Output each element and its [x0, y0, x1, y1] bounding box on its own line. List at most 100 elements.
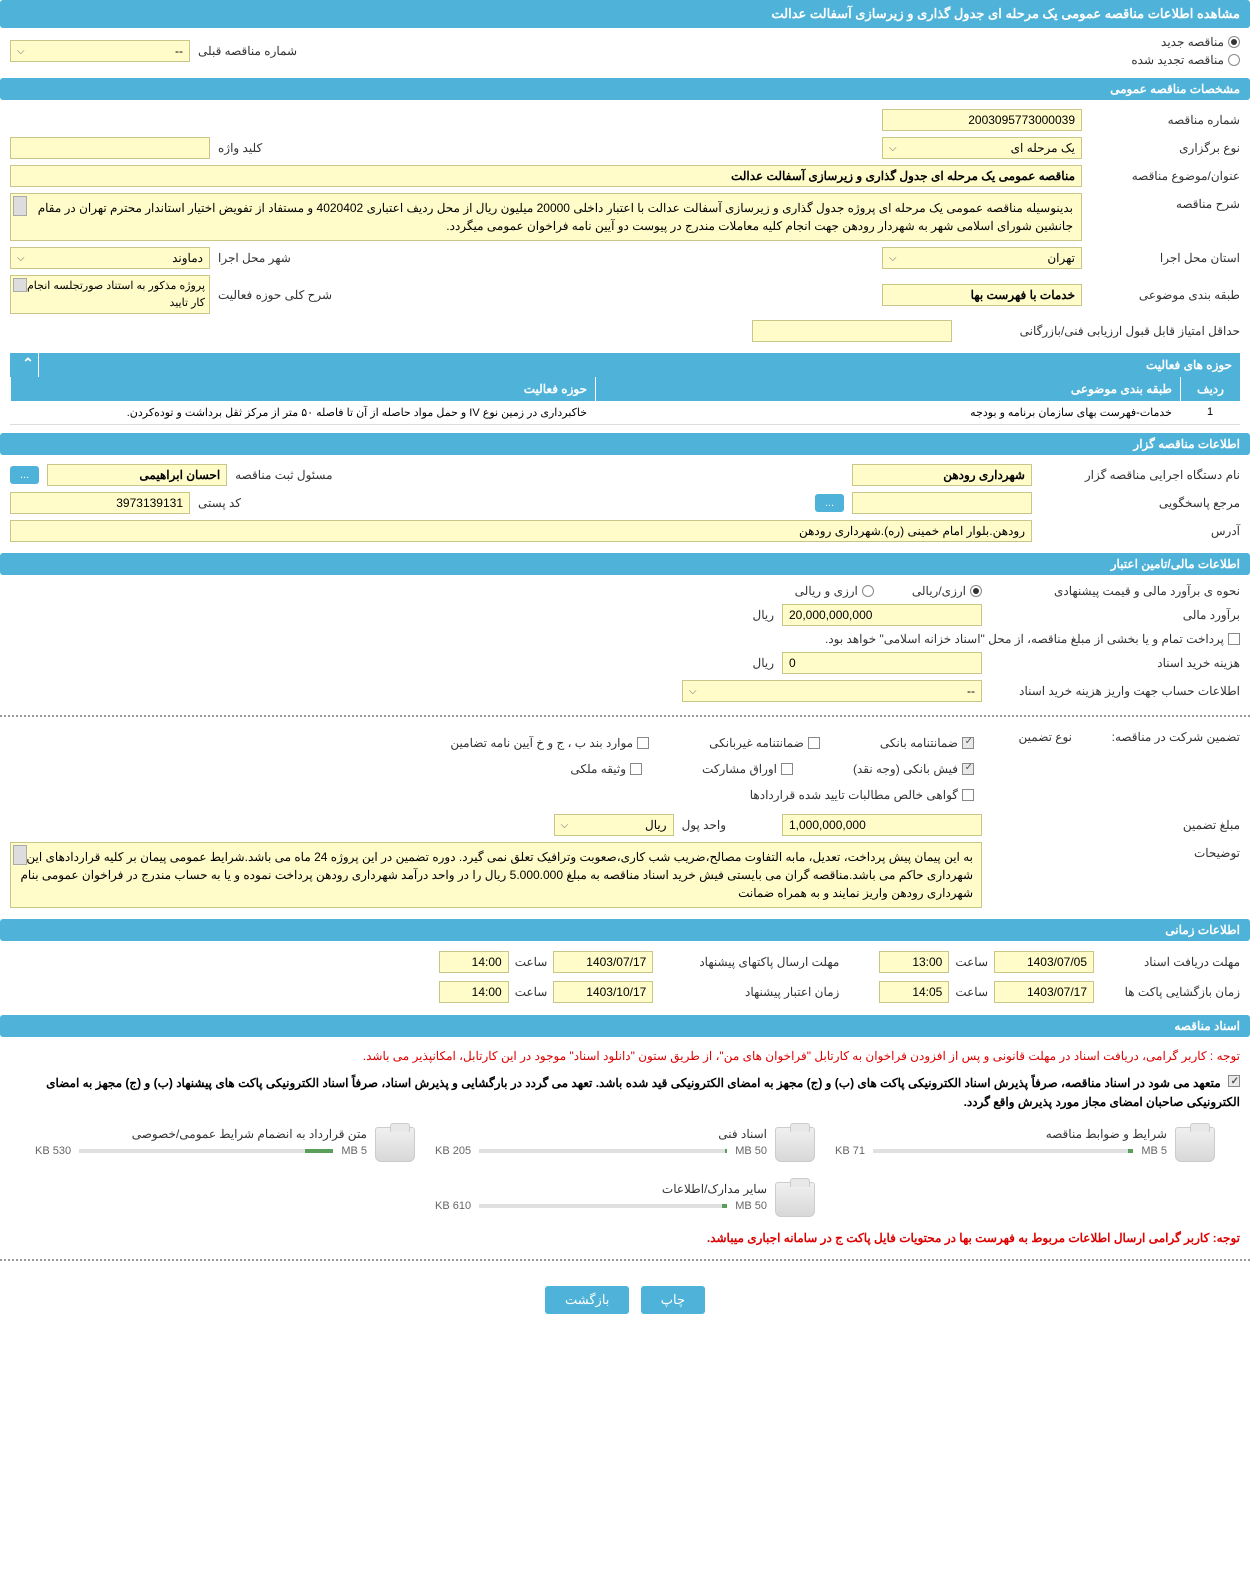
holding-type-select[interactable]: یک مرحله ای ⌵ — [882, 137, 1082, 159]
activity-desc-label: شرح کلی حوزه فعالیت — [218, 288, 332, 302]
packet-send-time: 14:00 — [439, 951, 509, 973]
exec-field: شهرداری رودهن — [852, 464, 1032, 486]
activity-table-header: حوزه های فعالیت ⌃ — [10, 353, 1240, 377]
doc-deadline-label: مهلت دریافت اسناد — [1100, 955, 1240, 969]
scroll-handle[interactable] — [13, 845, 27, 865]
guarantee-intro: تضمین شرکت در مناقصه: — [1080, 730, 1240, 744]
radio-currency[interactable]: ارزی و ریالی — [795, 584, 874, 598]
g-nonbank[interactable]: ضمانتنامه غیربانکی — [709, 736, 820, 750]
g-property[interactable]: وثیقه ملکی — [570, 762, 642, 776]
treasury-checkbox[interactable]: پرداخت تمام و یا بخشی از مبلغ مناقصه، از… — [825, 632, 1240, 646]
opening-label: زمان بازگشایی پاکت ها — [1100, 985, 1240, 999]
prev-tender-label: شماره مناقصه قبلی — [198, 44, 297, 58]
province-select[interactable]: تهران ⌵ — [882, 247, 1082, 269]
doc-footer-note: توجه: کاربر گرامی ارسال اطلاعات مربوط به… — [0, 1227, 1250, 1249]
doc-deadline-time: 13:00 — [879, 951, 949, 973]
doc-item[interactable]: متن قرارداد به انضمام شرایط عمومی/خصوصی … — [35, 1127, 415, 1162]
scroll-handle[interactable] — [13, 196, 27, 216]
postal-label: کد پستی — [198, 496, 241, 510]
doc-fee-label: هزینه خرید اسناد — [990, 656, 1240, 670]
min-score-label: حداقل امتیاز قابل قبول ارزیابی فنی/بازرگ… — [960, 324, 1240, 338]
scroll-handle[interactable] — [13, 278, 27, 292]
activity-desc-field[interactable]: پروژه مذکور به استناد صورتجلسه انجام کار… — [10, 275, 210, 314]
back-button[interactable]: بازگشت — [545, 1286, 629, 1314]
checkbox-icon — [962, 789, 974, 801]
opening-date: 1403/07/17 — [994, 981, 1094, 1003]
validity-label: زمان اعتبار پیشنهاد — [659, 985, 839, 999]
keyword-label: کلید واژه — [218, 141, 262, 155]
size-bar-fill — [722, 1204, 727, 1208]
print-button[interactable]: چاپ — [641, 1286, 705, 1314]
address-label: آدرس — [1040, 524, 1240, 538]
separator — [0, 1259, 1250, 1261]
description-field[interactable]: بدینوسیله مناقصه عمومی یک مرحله ای پروژه… — [10, 193, 1082, 241]
checkbox-icon — [808, 737, 820, 749]
doc-fee-field: 0 — [782, 652, 982, 674]
g-cash[interactable]: فیش بانکی (وجه نقد) — [853, 762, 974, 776]
checkbox-icon — [630, 763, 642, 775]
folder-icon — [775, 1127, 815, 1162]
min-score-field[interactable] — [752, 320, 952, 342]
prev-tender-select[interactable]: -- ⌵ — [10, 40, 190, 62]
radio-renewed-tender[interactable]: مناقصه تجدید شده — [305, 53, 1240, 67]
size-bar-fill — [305, 1149, 333, 1153]
tender-type-row: مناقصه جدید مناقصه تجدید شده شماره مناقص… — [0, 32, 1250, 70]
doc-item[interactable]: اسناد فنی 50 MB 205 KB — [435, 1127, 815, 1162]
doc-grid: شرایط و ضوابط مناقصه 5 MB 71 KB اسناد فن… — [0, 1117, 1250, 1227]
more-button[interactable]: ... — [10, 466, 39, 484]
folder-icon — [375, 1127, 415, 1162]
col-act: حوزه فعالیت — [10, 377, 595, 401]
holding-type-label: نوع برگزاری — [1090, 141, 1240, 155]
currency-select[interactable]: ریال ⌵ — [554, 814, 674, 836]
section-general: مشخصات مناقصه عمومی — [0, 78, 1250, 100]
size-bar-fill — [725, 1149, 727, 1153]
time-label: ساعت — [515, 955, 548, 969]
keyword-field[interactable] — [10, 137, 210, 159]
notes-field[interactable]: به این پیمان پیش پرداخت، تعدیل، مابه الت… — [10, 842, 982, 908]
responder-field[interactable] — [852, 492, 1032, 514]
checkbox-icon — [962, 737, 974, 749]
currency-label: واحد پول — [682, 818, 726, 832]
opening-time: 14:05 — [879, 981, 949, 1003]
city-select[interactable]: دماوند ⌵ — [10, 247, 210, 269]
doc-title: اسناد فنی — [435, 1127, 767, 1141]
checkbox-icon — [781, 763, 793, 775]
chevron-down-icon: ⌵ — [689, 686, 697, 697]
category-label: طبقه بندی موضوعی — [1090, 288, 1240, 302]
doc-note1: توجه : کاربر گرامی، دریافت اسناد در مهلت… — [0, 1043, 1250, 1070]
g-contracts[interactable]: گواهی خالص مطالبات تایید شده قراردادها — [750, 788, 974, 802]
section-organizer: اطلاعات مناقصه گزار — [0, 433, 1250, 455]
exec-label: نام دستگاه اجرایی مناقصه گزار — [1040, 468, 1240, 482]
responder-label: مرجع پاسخگویی — [1040, 496, 1240, 510]
section-financial: اطلاعات مالی/تامین اعتبار — [0, 553, 1250, 575]
g-items[interactable]: موارد بند ب ، ج و خ آیین نامه تضامین — [450, 736, 649, 750]
doc-title: متن قرارداد به انضمام شرایط عمومی/خصوصی — [35, 1127, 367, 1141]
table-row: 1 خدمات-فهرست بهای سازمان برنامه و بودجه… — [10, 401, 1240, 425]
collapse-icon[interactable]: ⌃ — [18, 353, 38, 373]
g-bonds[interactable]: اوراق مشارکت — [702, 762, 793, 776]
radio-icon — [1228, 36, 1240, 48]
more-button[interactable]: ... — [815, 494, 844, 512]
radio-new-tender[interactable]: مناقصه جدید — [305, 35, 1240, 49]
description-label: شرح مناقصه — [1090, 193, 1240, 211]
g-bank[interactable]: ضمانتنامه بانکی — [880, 736, 974, 750]
doc-note2: متعهد می شود در اسناد مناقصه، صرفاً پذیر… — [0, 1070, 1250, 1116]
chevron-down-icon: ⌵ — [889, 253, 897, 264]
col-cat: طبقه بندی موضوعی — [595, 377, 1180, 401]
doc-item[interactable]: شرایط و ضوابط مناقصه 5 MB 71 KB — [835, 1127, 1215, 1162]
guarantee-amount-label: مبلغ تضمین — [990, 818, 1240, 832]
chevron-down-icon: ⌵ — [17, 46, 25, 57]
chevron-down-icon: ⌵ — [561, 820, 569, 831]
subject-label: عنوان/موضوع مناقصه — [1090, 169, 1240, 183]
checkbox-icon — [637, 737, 649, 749]
packet-send-date: 1403/07/17 — [553, 951, 653, 973]
time-label: ساعت — [955, 985, 988, 999]
radio-rial[interactable]: ارزی/ریالی — [912, 584, 982, 598]
city-label: شهر محل اجرا — [218, 251, 291, 265]
doc-item[interactable]: سایر مدارک/اطلاعات 50 MB 610 KB — [435, 1182, 815, 1217]
chevron-down-icon: ⌵ — [889, 143, 897, 154]
account-info-select[interactable]: -- ⌵ — [682, 680, 982, 702]
category-field: خدمات با فهرست بها — [882, 284, 1082, 306]
registrant-field: احسان ابراهیمی — [47, 464, 227, 486]
validity-time: 14:00 — [439, 981, 509, 1003]
